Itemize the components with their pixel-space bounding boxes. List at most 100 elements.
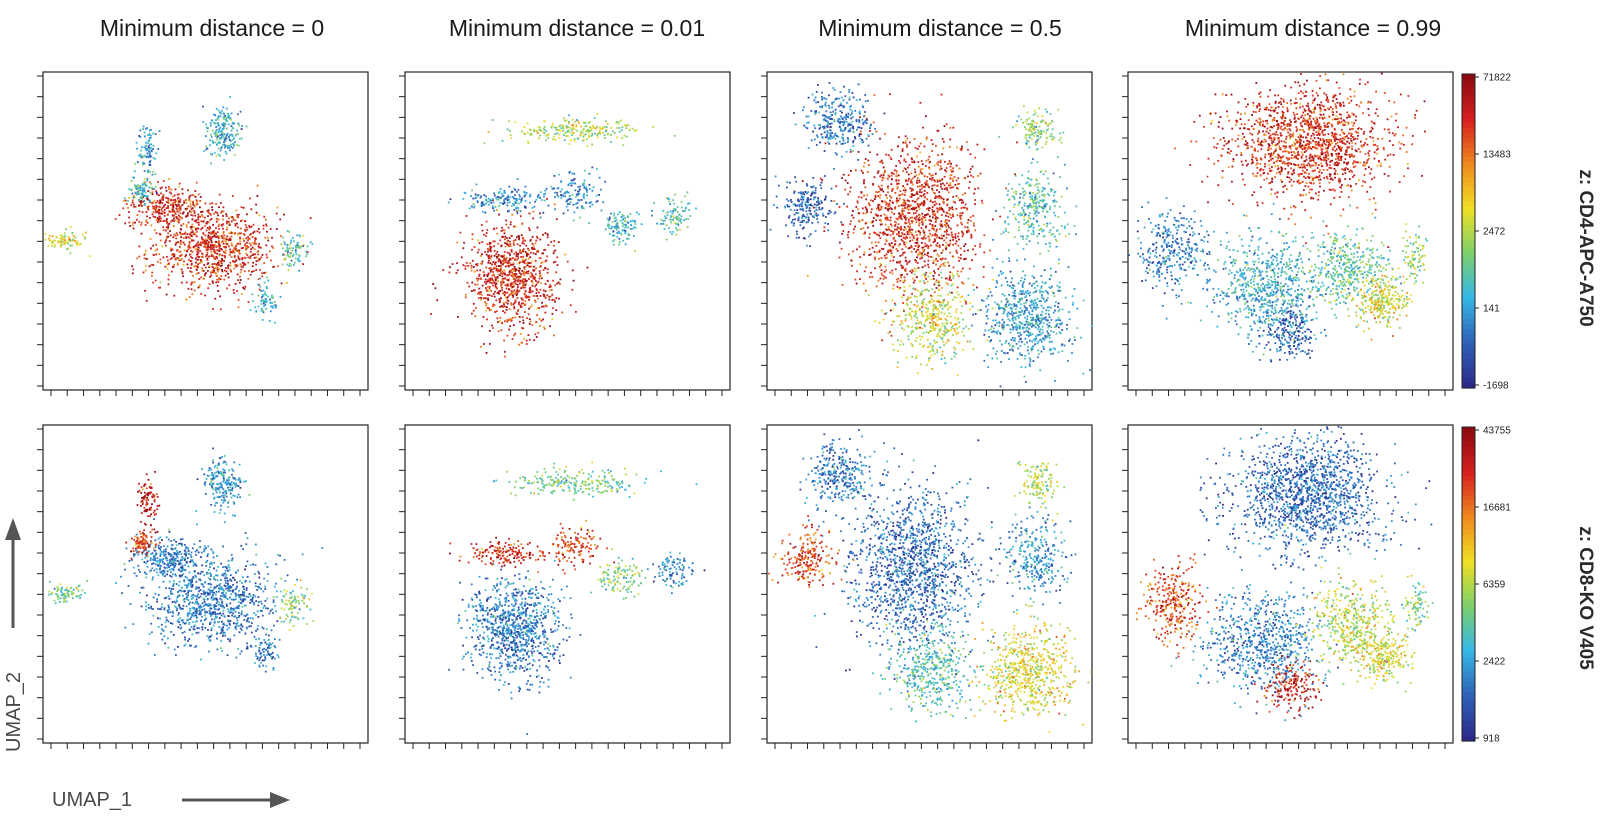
point bbox=[212, 246, 215, 249]
point bbox=[935, 279, 938, 282]
point bbox=[211, 209, 214, 211]
point bbox=[941, 153, 944, 156]
point bbox=[577, 186, 580, 188]
point bbox=[264, 298, 267, 300]
point bbox=[195, 235, 198, 238]
point bbox=[898, 261, 901, 264]
point bbox=[889, 195, 891, 197]
point bbox=[906, 199, 909, 202]
point bbox=[902, 215, 905, 218]
point bbox=[921, 173, 924, 175]
point bbox=[495, 197, 498, 200]
point bbox=[478, 291, 480, 294]
point bbox=[176, 193, 179, 196]
point bbox=[512, 203, 514, 205]
point bbox=[941, 237, 943, 240]
point bbox=[555, 309, 558, 312]
point bbox=[896, 281, 899, 283]
point bbox=[908, 230, 911, 233]
point bbox=[226, 132, 229, 135]
point bbox=[205, 135, 207, 137]
point bbox=[505, 219, 508, 222]
point bbox=[164, 241, 167, 243]
point bbox=[887, 249, 890, 252]
point bbox=[190, 208, 193, 211]
point bbox=[554, 208, 556, 211]
point bbox=[896, 187, 899, 190]
point bbox=[517, 310, 519, 312]
point bbox=[963, 177, 966, 180]
point bbox=[623, 124, 626, 127]
point bbox=[489, 270, 492, 273]
point bbox=[217, 135, 220, 137]
point bbox=[193, 205, 196, 208]
point bbox=[174, 258, 177, 261]
point bbox=[529, 256, 532, 258]
point bbox=[678, 219, 681, 222]
point bbox=[512, 303, 515, 305]
point bbox=[484, 251, 486, 253]
point bbox=[221, 133, 223, 136]
point bbox=[263, 305, 265, 308]
point bbox=[952, 186, 955, 189]
point bbox=[215, 227, 217, 230]
point bbox=[979, 172, 982, 175]
point bbox=[899, 279, 902, 282]
point bbox=[883, 275, 886, 278]
point bbox=[161, 198, 163, 201]
point bbox=[928, 235, 931, 238]
point bbox=[215, 263, 218, 266]
point bbox=[147, 171, 149, 174]
point bbox=[667, 197, 669, 200]
point bbox=[565, 135, 568, 137]
point bbox=[195, 244, 197, 247]
point bbox=[176, 205, 178, 208]
cluster-5 bbox=[651, 191, 697, 241]
point bbox=[269, 301, 272, 304]
point bbox=[503, 294, 506, 296]
point bbox=[237, 298, 240, 301]
point bbox=[180, 224, 183, 227]
point bbox=[515, 253, 518, 256]
point bbox=[945, 123, 948, 126]
point bbox=[558, 128, 561, 131]
point bbox=[230, 145, 233, 148]
point bbox=[959, 247, 962, 250]
point bbox=[196, 242, 198, 245]
point bbox=[618, 243, 620, 246]
point bbox=[907, 225, 909, 228]
point bbox=[258, 214, 260, 217]
point bbox=[263, 215, 266, 218]
point bbox=[517, 207, 520, 209]
point bbox=[615, 224, 618, 227]
point bbox=[959, 215, 962, 217]
point bbox=[940, 214, 943, 216]
point bbox=[534, 273, 537, 276]
point bbox=[949, 213, 952, 216]
point bbox=[908, 229, 911, 232]
point bbox=[921, 184, 923, 186]
point bbox=[903, 186, 906, 189]
point bbox=[237, 279, 239, 281]
point bbox=[522, 280, 525, 283]
point bbox=[872, 200, 874, 202]
point bbox=[213, 231, 216, 234]
point bbox=[228, 147, 231, 149]
point bbox=[938, 195, 940, 197]
point bbox=[147, 198, 149, 200]
point bbox=[497, 290, 500, 293]
point bbox=[932, 275, 935, 277]
point bbox=[253, 243, 256, 246]
point bbox=[159, 258, 162, 261]
point bbox=[880, 189, 882, 191]
point bbox=[500, 272, 502, 275]
point bbox=[515, 294, 518, 296]
point bbox=[972, 176, 975, 178]
point bbox=[295, 253, 298, 256]
point bbox=[205, 126, 208, 129]
point bbox=[250, 208, 253, 211]
point bbox=[496, 276, 499, 278]
point bbox=[672, 208, 675, 211]
point bbox=[514, 316, 517, 319]
point bbox=[146, 134, 149, 136]
